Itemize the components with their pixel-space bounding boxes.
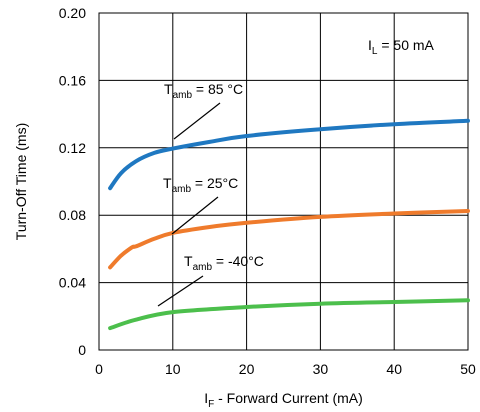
annotation-rest: = 25°C [191, 175, 238, 191]
x-axis-label-main: I [204, 390, 208, 406]
tick-labels: 0 10 20 30 40 50 0 0.04 0.08 0.12 0.16 0.20 [59, 5, 476, 377]
series-line-0 [108, 118, 470, 191]
annotation-rest: = 85 °C [192, 81, 243, 97]
annotation-leader-line [157, 275, 204, 307]
x-tick-label: 50 [460, 361, 476, 377]
series-annotation: Tamb = 25°C [163, 175, 238, 195]
condition-main: I [368, 37, 372, 53]
y-tick-label: 0 [78, 342, 86, 358]
series-annotation: Tamb = 85 °C [164, 81, 243, 101]
x-tick-label: 0 [95, 361, 103, 377]
annotation-sub: amb [193, 262, 213, 273]
x-tick-label: 10 [165, 361, 181, 377]
x-tick-label: 30 [313, 361, 329, 377]
y-axis-label: Turn-Off Time (ms) [13, 123, 29, 240]
x-tick-label: 20 [239, 361, 255, 377]
annotation-leader-line [171, 196, 219, 235]
x-axis-label: IF - Forward Current (mA) [204, 390, 363, 410]
gridlines [99, 13, 468, 350]
y-tick-label: 0.16 [59, 72, 86, 88]
series-line-1 [108, 209, 470, 270]
plot-frame [98, 12, 469, 351]
x-tick-label: 40 [386, 361, 402, 377]
series-annotation: Tamb = -40°C [184, 253, 264, 273]
x-axis-label-rest: - Forward Current (mA) [214, 390, 363, 406]
series-lines [108, 118, 470, 331]
annotation-main: T [184, 253, 193, 269]
series-line-2 [108, 298, 470, 331]
annotation-leader-line [173, 102, 221, 140]
y-tick-label: 0.04 [59, 275, 86, 291]
annotation-rest: = -40°C [212, 253, 264, 269]
y-tick-label: 0.12 [59, 140, 86, 156]
annotation-main: T [163, 175, 172, 191]
annotation-sub: amb [172, 184, 192, 195]
condition-sub: L [372, 46, 378, 57]
y-tick-label: 0.20 [59, 5, 86, 21]
condition-rest: = 50 mA [377, 37, 434, 53]
x-axis-label-sub: F [208, 399, 214, 410]
y-tick-label: 0.08 [59, 207, 86, 223]
condition-label: IL = 50 mA [368, 37, 435, 57]
annotation-sub: amb [173, 90, 193, 101]
annotation-main: T [164, 81, 173, 97]
